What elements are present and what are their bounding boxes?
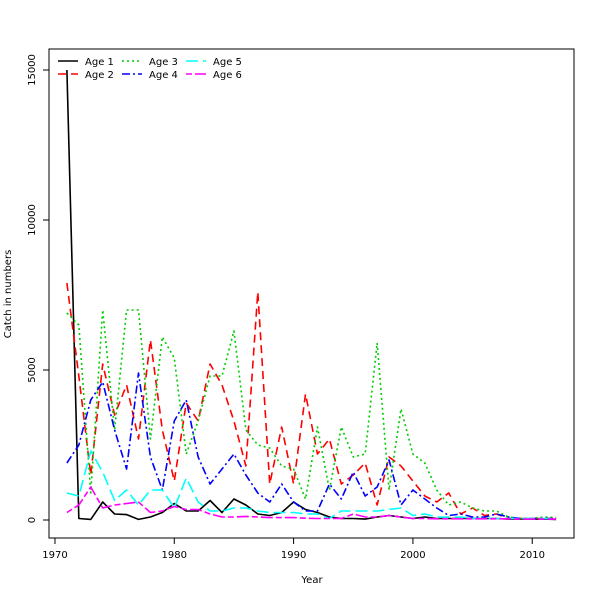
y-tick-label: 5000	[27, 357, 38, 382]
series-line-age-6	[66, 486, 557, 520]
x-tick-label: 2010	[520, 550, 545, 561]
series-line-age-4	[66, 372, 557, 520]
x-tick-label: 2000	[400, 550, 425, 561]
legend-label: Age 5	[213, 57, 242, 68]
y-tick-label: 15000	[27, 54, 38, 86]
legend: Age 1 Age 2 Age 3 Age 4 Age 5 Age 6	[58, 57, 242, 81]
y-tick-label: 0	[27, 517, 38, 523]
x-tick-label: 1980	[162, 550, 187, 561]
series-line-age-3	[66, 309, 557, 520]
x-axis: 1970 1980 1990 2000 2010	[42, 538, 545, 561]
series-line-age-1	[66, 69, 557, 521]
series-layer	[66, 69, 557, 521]
x-tick-label: 1990	[281, 550, 306, 561]
series-line-age-5	[66, 450, 557, 520]
legend-label: Age 3	[149, 57, 178, 68]
y-axis: 0 5000 10000 15000	[27, 54, 49, 523]
x-axis-title: Year	[300, 575, 323, 586]
legend-label: Age 2	[85, 70, 114, 81]
y-axis-title: Catch in numbers	[3, 250, 14, 339]
x-tick-label: 1970	[42, 550, 67, 561]
legend-label: Age 1	[85, 57, 114, 68]
plot-frame	[48, 48, 575, 539]
legend-label: Age 4	[149, 70, 178, 81]
legend-label: Age 6	[213, 70, 242, 81]
series-line-age-2	[66, 282, 557, 520]
y-tick-label: 10000	[27, 204, 38, 236]
